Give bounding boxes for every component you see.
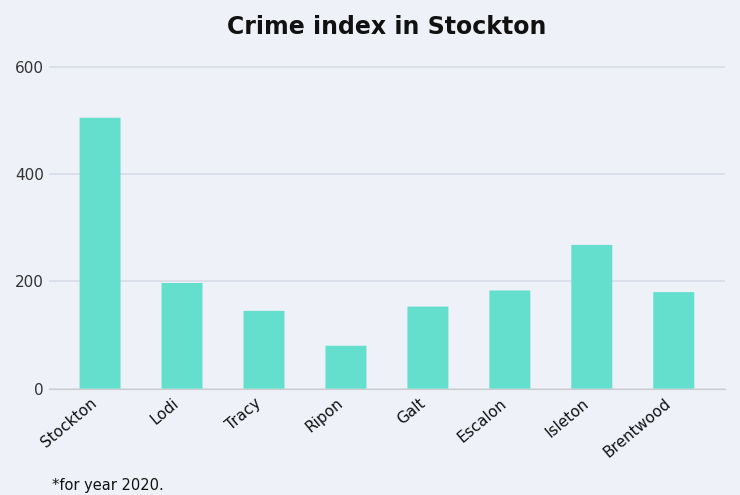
Bar (243, 311, 284, 389)
Bar (161, 283, 203, 389)
Bar (80, 118, 121, 389)
FancyBboxPatch shape (489, 291, 531, 389)
FancyBboxPatch shape (80, 118, 121, 389)
FancyBboxPatch shape (243, 311, 284, 389)
FancyBboxPatch shape (408, 306, 448, 389)
FancyBboxPatch shape (653, 292, 694, 389)
FancyBboxPatch shape (161, 283, 203, 389)
Bar (489, 291, 531, 389)
Bar (571, 245, 612, 389)
Bar (408, 306, 448, 389)
Bar (653, 292, 694, 389)
Bar (326, 346, 366, 389)
FancyBboxPatch shape (326, 346, 366, 389)
Text: *for year 2020.: *for year 2020. (52, 478, 164, 493)
Title: Crime index in Stockton: Crime index in Stockton (227, 15, 547, 39)
FancyBboxPatch shape (571, 245, 612, 389)
